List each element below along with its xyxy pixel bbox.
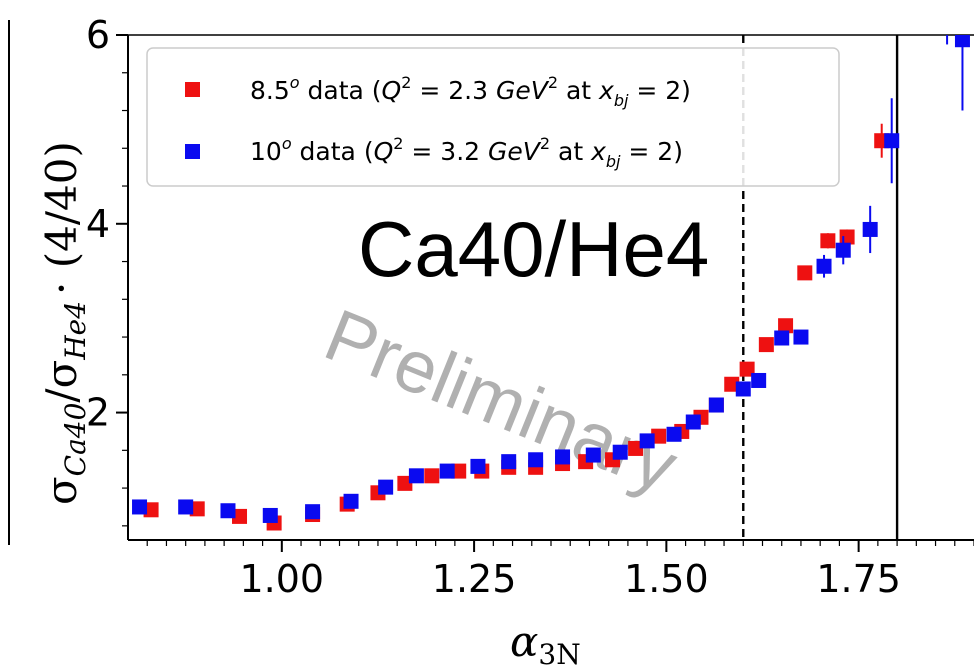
data-point-series-1 xyxy=(793,329,809,345)
data-point-series-1 xyxy=(501,454,517,470)
y-tick-label: 6 xyxy=(86,13,110,57)
data-point-series-1 xyxy=(612,444,628,460)
data-point-series-1 xyxy=(555,449,571,465)
x-ticks: 1.00 1.25 1.50 1.75 xyxy=(240,540,901,601)
data-point-series-1 xyxy=(178,499,194,515)
data-point-series-1 xyxy=(343,493,359,509)
data-point-series-1 xyxy=(862,221,878,237)
legend: 8.5o data (Q2 = 2.3 GeV2 at xbj = 2) 10o… xyxy=(146,47,840,187)
data-point-series-0 xyxy=(189,501,205,517)
data-point-series-0 xyxy=(424,468,440,484)
data-point-series-1 xyxy=(685,414,701,430)
data-point-series-0 xyxy=(839,229,855,245)
y-tick-label: 4 xyxy=(86,202,110,246)
data-point-series-1 xyxy=(735,381,751,397)
data-point-series-1 xyxy=(774,330,790,346)
y-axis-label: σCa40/σHe4· (4/40) xyxy=(37,141,92,505)
data-point-series-1 xyxy=(816,258,832,274)
data-point-series-0 xyxy=(739,361,755,377)
x-tick-label: 1.00 xyxy=(240,557,325,601)
x-axis-label: α3N xyxy=(510,617,581,670)
data-point-series-1 xyxy=(528,452,544,468)
data-points xyxy=(132,9,970,531)
data-point-series-0 xyxy=(778,318,794,334)
data-point-series-1 xyxy=(470,458,486,474)
data-point-series-1 xyxy=(262,507,278,523)
data-point-series-0 xyxy=(724,376,740,392)
data-point-series-1 xyxy=(132,499,148,515)
legend-marker-series-1 xyxy=(185,144,200,159)
data-point-series-1 xyxy=(585,447,601,463)
legend-entry-0: 8.5o data (Q2 = 2.3 GeV2 at xbj = 2) xyxy=(250,73,691,110)
data-point-series-0 xyxy=(232,508,248,524)
data-point-series-1 xyxy=(378,479,394,495)
data-point-series-0 xyxy=(451,463,467,479)
data-point-series-0 xyxy=(143,502,159,518)
ratio-annotation: Ca40/He4 xyxy=(358,205,709,293)
x-tick-label: 1.75 xyxy=(816,557,901,601)
data-point-series-1 xyxy=(408,468,424,484)
data-point-series-1 xyxy=(751,372,767,388)
y-tick-label: 2 xyxy=(86,391,110,435)
x-tick-label: 1.50 xyxy=(624,557,709,601)
data-point-series-0 xyxy=(651,428,667,444)
data-point-series-0 xyxy=(797,265,813,281)
data-point-series-0 xyxy=(397,475,413,491)
data-point-series-1 xyxy=(220,503,236,519)
data-point-series-0 xyxy=(758,337,774,353)
legend-entry-1: 10o data (Q2 = 3.2 GeV2 at xbj = 2) xyxy=(250,134,683,171)
data-point-series-1 xyxy=(639,433,655,449)
data-point-series-1 xyxy=(439,463,455,479)
legend-box xyxy=(146,47,840,187)
data-point-series-0 xyxy=(820,233,836,249)
data-point-series-1 xyxy=(666,426,682,442)
data-point-series-1 xyxy=(708,397,724,413)
data-point-series-1 xyxy=(940,9,955,24)
data-point-series-0 xyxy=(628,440,644,456)
data-point-series-1 xyxy=(884,133,900,149)
legend-marker-series-0 xyxy=(185,82,200,97)
data-point-series-1 xyxy=(954,35,970,48)
preliminary-watermark: Preliminary xyxy=(314,293,688,509)
data-point-series-1 xyxy=(835,242,851,258)
data-point-series-1 xyxy=(305,504,321,520)
y-ticks: 2 4 6 xyxy=(86,13,128,435)
x-tick-label: 1.25 xyxy=(432,557,517,601)
